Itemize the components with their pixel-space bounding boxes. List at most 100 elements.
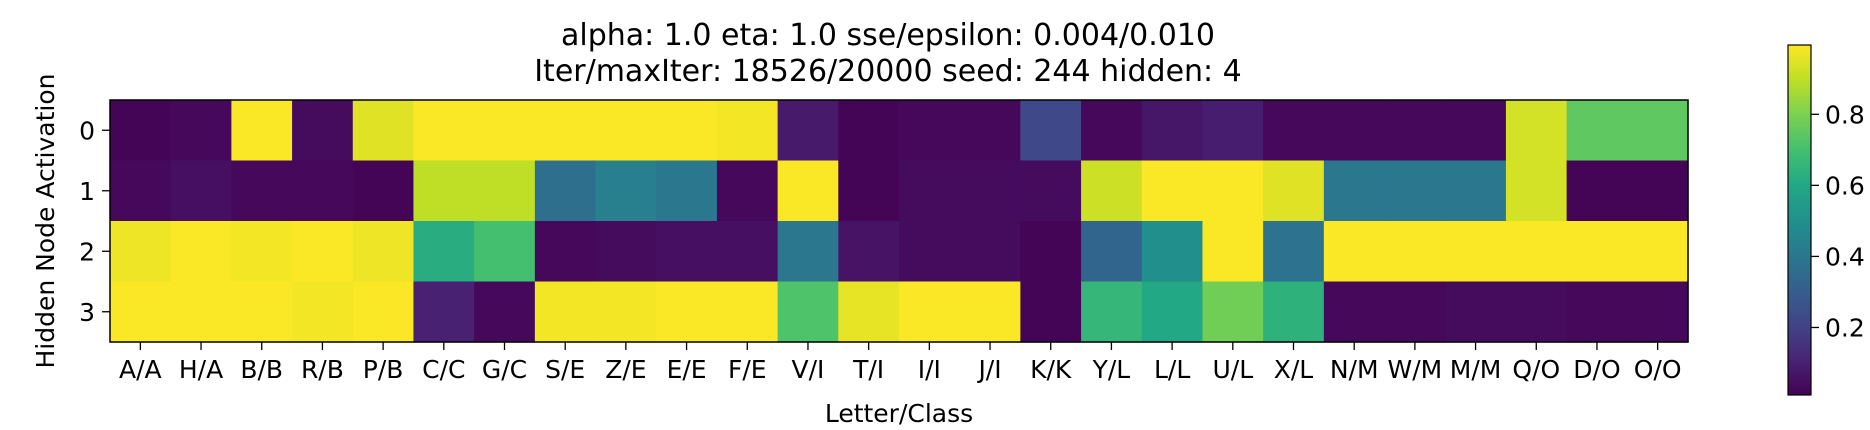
heatmap-cell [595, 281, 657, 343]
x-tick-label: V/I [792, 355, 825, 384]
y-tick-label: 3 [79, 298, 95, 327]
x-tick-label: Y/L [1092, 355, 1131, 384]
heatmap-cell [716, 160, 779, 222]
heatmap-cell [352, 221, 415, 283]
heatmap-cells [110, 100, 1689, 343]
y-axis-label: Hidden Node Activation [31, 73, 60, 368]
heatmap-cell [959, 160, 1021, 222]
heatmap-cell [1445, 160, 1507, 222]
heatmap-cell [1020, 160, 1082, 222]
heatmap-cell [716, 281, 779, 343]
heatmap-cell [1505, 160, 1568, 222]
heatmap-cell [838, 160, 900, 222]
heatmap-cell [777, 100, 839, 162]
heatmap-cell [413, 160, 475, 222]
heatmap-cell [352, 281, 415, 343]
heatmap-cell [1505, 100, 1568, 162]
colorbar-tick-label: 0.6 [1825, 171, 1865, 200]
heatmap-cell [1020, 281, 1082, 343]
heatmap-cell [1141, 160, 1204, 222]
heatmap-cell [231, 221, 293, 283]
x-tick-label: U/L [1212, 355, 1253, 384]
heatmap-cell [231, 100, 293, 162]
x-tick-label: Z/E [605, 355, 646, 384]
heatmap-cell [1566, 221, 1628, 283]
x-tick-label: Q/O [1512, 355, 1560, 384]
y-tick-label: 1 [79, 177, 95, 206]
heatmap-cell [656, 221, 718, 283]
x-tick-label: H/A [179, 355, 223, 384]
heatmap-cell [231, 281, 293, 343]
heatmap-cell [899, 160, 961, 222]
x-tick-label: J/I [976, 355, 1001, 384]
heatmap-cell [1141, 281, 1204, 343]
chart-title-line-2: Iter/maxIter: 18526/20000 seed: 244 hidd… [534, 54, 1242, 89]
heatmap-cell [656, 281, 718, 343]
heatmap-cell [170, 100, 232, 162]
heatmap-cell [777, 160, 839, 222]
heatmap-cell [413, 100, 475, 162]
heatmap-cell [656, 100, 718, 162]
chart-title-line-1: alpha: 1.0 eta: 1.0 sse/epsilon: 0.004/0… [561, 18, 1215, 53]
heatmap-cell [352, 160, 415, 222]
heatmap-cell [959, 281, 1021, 343]
heatmap-cell [170, 281, 232, 343]
heatmap-cell [1384, 221, 1446, 283]
y-tick-label: 0 [79, 116, 95, 145]
x-tick-label: A/A [119, 355, 162, 384]
heatmap-cell [292, 160, 354, 222]
heatmap-cell [110, 281, 172, 343]
colorbar-tick-label: 0.4 [1825, 242, 1865, 271]
heatmap-cell [838, 100, 900, 162]
heatmap-cell [1141, 221, 1204, 283]
heatmap-cell [474, 100, 536, 162]
heatmap-cell [413, 221, 475, 283]
x-tick-label: N/M [1330, 355, 1379, 384]
colorbar-ticks: 0.2 0.4 0.6 0.8 [1811, 100, 1865, 342]
colorbar [1787, 44, 1812, 396]
heatmap-cell [899, 100, 961, 162]
heatmap-cell [1081, 160, 1143, 222]
x-tick-label: P/B [363, 355, 404, 384]
heatmap-cell [1202, 100, 1264, 162]
heatmap-cell [1505, 281, 1568, 343]
heatmap-cell [534, 160, 597, 222]
heatmap-cell [1627, 100, 1689, 162]
heatmap-cell [959, 100, 1021, 162]
heatmap-cell [1141, 100, 1204, 162]
colorbar-tick-label: 0.8 [1825, 100, 1865, 129]
heatmap-cell [110, 160, 172, 222]
x-axis-label: Letter/Class [825, 399, 973, 428]
heatmap-cell [1323, 160, 1386, 222]
heatmap-cell [534, 100, 597, 162]
heatmap-cell [1323, 100, 1386, 162]
x-tick-label: B/B [240, 355, 283, 384]
heatmap-cell [716, 100, 779, 162]
heatmap-cell [1384, 100, 1446, 162]
x-tick-label: E/E [667, 355, 707, 384]
heatmap-cell [595, 100, 657, 162]
heatmap-cell [656, 160, 718, 222]
heatmap-cell [413, 281, 475, 343]
heatmap-cell [777, 281, 839, 343]
heatmap-cell [899, 221, 961, 283]
heatmap-cell [716, 221, 779, 283]
heatmap-cell [110, 100, 172, 162]
heatmap-cell [1081, 281, 1143, 343]
heatmap-cell [292, 100, 354, 162]
x-tick-label: W/M [1388, 355, 1443, 384]
heatmap-cell [1263, 100, 1325, 162]
x-axis-ticks: A/A H/A B/B R/B P/B C/C G/C S/E Z/E E/E F/E V/I T/I I… [119, 342, 1682, 384]
y-tick-label: 2 [79, 237, 95, 266]
heatmap-cell [1081, 221, 1143, 283]
heatmap-cell [1263, 221, 1325, 283]
heatmap-cell [1566, 281, 1628, 343]
heatmap-cell [595, 221, 657, 283]
heatmap-cell [474, 281, 536, 343]
heatmap-cell [959, 221, 1021, 283]
x-tick-label: G/C [482, 355, 527, 384]
heatmap-cell [1445, 221, 1507, 283]
heatmap-cell [1384, 160, 1446, 222]
x-tick-label: M/M [1450, 355, 1502, 384]
heatmap-cell [1566, 160, 1628, 222]
